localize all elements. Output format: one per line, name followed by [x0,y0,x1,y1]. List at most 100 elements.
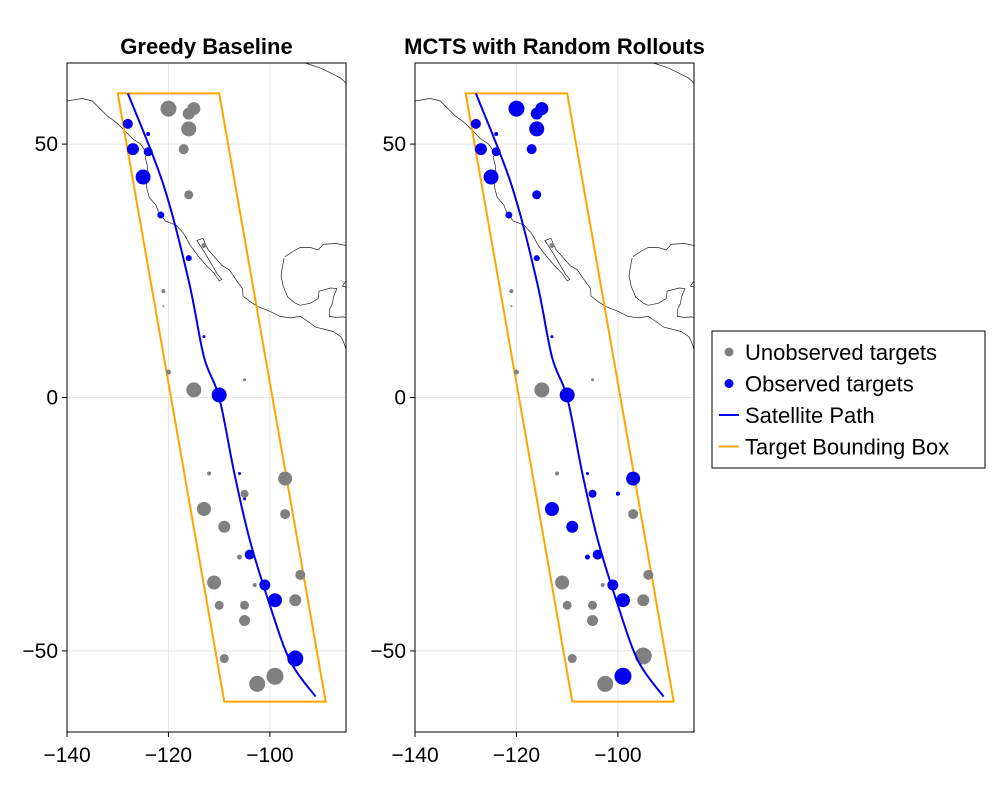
observed-target-point [211,387,227,403]
observed-target-point [615,491,620,496]
unobserved-target-point [549,242,555,248]
legend: Unobserved targets Observed targets Satell… [711,330,986,469]
observed-target-point [494,131,499,136]
legend-frame [711,330,986,469]
coastline [632,243,694,257]
unobserved-target-point [637,594,650,607]
unobserved-target-point [600,583,605,588]
observed-target-point [532,190,542,200]
unobserved-target-point [555,471,560,476]
unobserved-target-point [201,242,207,248]
x-tick-label: −140 [391,744,438,767]
observed-target-point [126,143,139,156]
unobserved-target-point [634,647,652,665]
unobserved-target-point [161,289,166,294]
unobserved-target-point [266,667,284,685]
coastline [284,243,346,257]
legend-label: Satellite Path [745,403,875,428]
y-tick-label: 0 [394,387,406,410]
unobserved-target-point [534,382,550,398]
x-tick-label: −120 [493,744,540,767]
plot-area [67,63,346,703]
observed-target-point [185,255,192,262]
observed-target-point [237,472,241,476]
observed-target-point [529,121,545,137]
coastline [67,98,346,350]
x-tick-label: −140 [43,744,90,767]
unobserved-target-point [219,654,229,664]
unobserved-target-point [628,509,639,520]
plot-area [415,63,694,703]
observed-target-point [143,147,153,157]
observed-target-point [585,472,589,476]
satellite-path [474,93,665,698]
coastline [415,98,694,350]
observed-target-point [122,118,133,129]
unobserved-target-point [562,600,572,610]
observed-target-point [615,593,630,608]
x-tick-label: −120 [145,744,192,767]
unobserved-target-point [643,569,654,580]
observed-target-point [287,650,304,667]
coastline [341,280,346,288]
unobserved-target-point [591,378,595,382]
unobserved-target-point [207,575,222,590]
unobserved-target-point [165,369,171,375]
panel-1: −140 −120 −100 50 0 −50 Greedy Baseline [22,34,347,767]
unobserved-target-point [510,305,513,308]
unobserved-target-point [240,600,250,610]
panel-title: Greedy Baseline [120,34,292,59]
unobserved-target-point [597,675,614,692]
observed-target-point [614,667,632,685]
legend-marker-dot [724,347,734,357]
unobserved-target-point [289,594,302,607]
observed-target-point [607,579,619,591]
observed-target-point [526,144,537,155]
observed-target-point [135,169,151,185]
unobserved-target-point [280,509,291,520]
observed-target-point [474,143,487,156]
x-tick-label: −100 [246,744,293,767]
panel-2: −140 −120 −100 50 0 −50 MCTS with Random Rollo… [370,34,704,767]
observed-target-point [244,549,255,560]
observed-target-point [588,489,597,498]
unobserved-target-point [278,471,293,486]
satellite-path [126,93,317,698]
coastline [652,63,694,84]
unobserved-target-point [252,583,257,588]
unobserved-target-point [178,144,189,155]
y-tick-label: 0 [46,387,58,410]
unobserved-target-point [214,600,224,610]
observed-target-point [544,502,559,516]
observed-target-point [243,497,247,501]
observed-target-point [146,131,151,136]
unobserved-target-point [162,305,165,308]
unobserved-target-point [236,554,242,560]
y-tick-label: −50 [22,640,58,663]
y-tick-label: 50 [383,133,406,156]
legend-label: Unobserved targets [745,340,937,365]
coastline [280,258,346,318]
target-bounding-box [464,92,675,703]
x-tick-label: −100 [594,744,641,767]
observed-target-point [535,102,549,116]
observed-target-point [202,335,206,339]
unobserved-target-point [239,615,251,626]
unobserved-target-point [555,575,570,590]
y-tick-label: −50 [370,640,406,663]
observed-target-point [533,255,540,262]
unobserved-target-point [243,378,247,382]
observed-target-point [505,211,513,219]
observed-target-point [470,118,481,129]
unobserved-target-point [240,489,249,498]
unobserved-target-point [196,502,211,516]
observed-target-point [508,100,525,117]
observed-target-point [267,593,282,608]
legend-marker-dot [724,379,734,388]
target-bounding-box [116,92,327,703]
unobserved-target-point [187,102,201,116]
observed-target-point [491,147,501,157]
unobserved-target-point [160,100,177,117]
coastline [628,258,694,318]
